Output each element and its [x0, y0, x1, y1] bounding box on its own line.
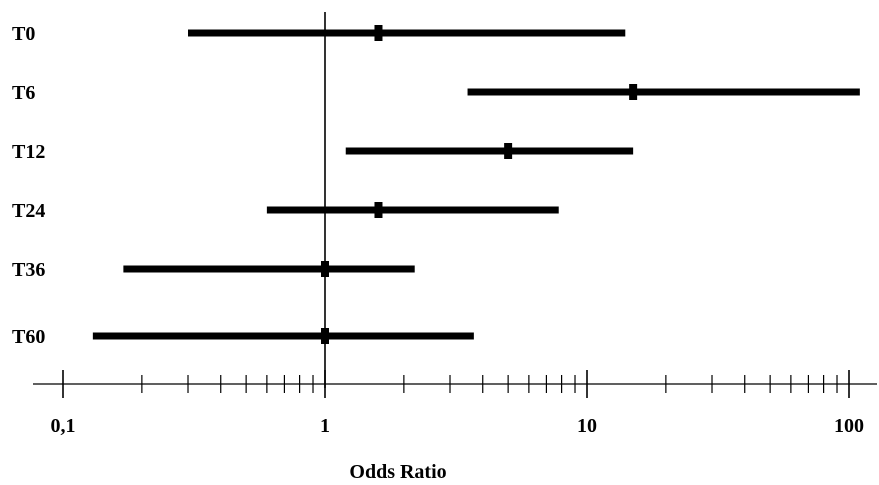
row-t36: T36 — [12, 259, 415, 281]
point-estimate — [374, 25, 383, 41]
point-estimate — [374, 202, 383, 218]
row-t24: T24 — [12, 200, 559, 222]
row-label: T36 — [12, 259, 45, 281]
x-tick-label: 100 — [834, 415, 864, 437]
point-estimate — [629, 84, 638, 100]
x-axis-title: Odds Ratio — [349, 461, 446, 483]
row-t60: T60 — [12, 326, 474, 348]
row-t12: T12 — [12, 141, 634, 163]
row-t0: T0 — [12, 23, 626, 45]
x-ticks — [62, 370, 850, 398]
row-label: T24 — [12, 200, 45, 222]
point-estimate — [504, 143, 513, 159]
rows-layer: T0 T6 T12 T24 T36 T60 — [12, 23, 860, 348]
x-tick-label: 0,1 — [51, 415, 76, 437]
x-tick-label: 10 — [577, 415, 597, 437]
x-tick-labels: 0,1 1 10 100 — [51, 415, 865, 437]
row-t6: T6 — [12, 82, 860, 104]
row-label: T12 — [12, 141, 45, 163]
x-tick-label: 1 — [320, 415, 330, 437]
row-label: T0 — [12, 23, 35, 45]
row-label: T6 — [12, 82, 35, 104]
row-label: T60 — [12, 326, 45, 348]
